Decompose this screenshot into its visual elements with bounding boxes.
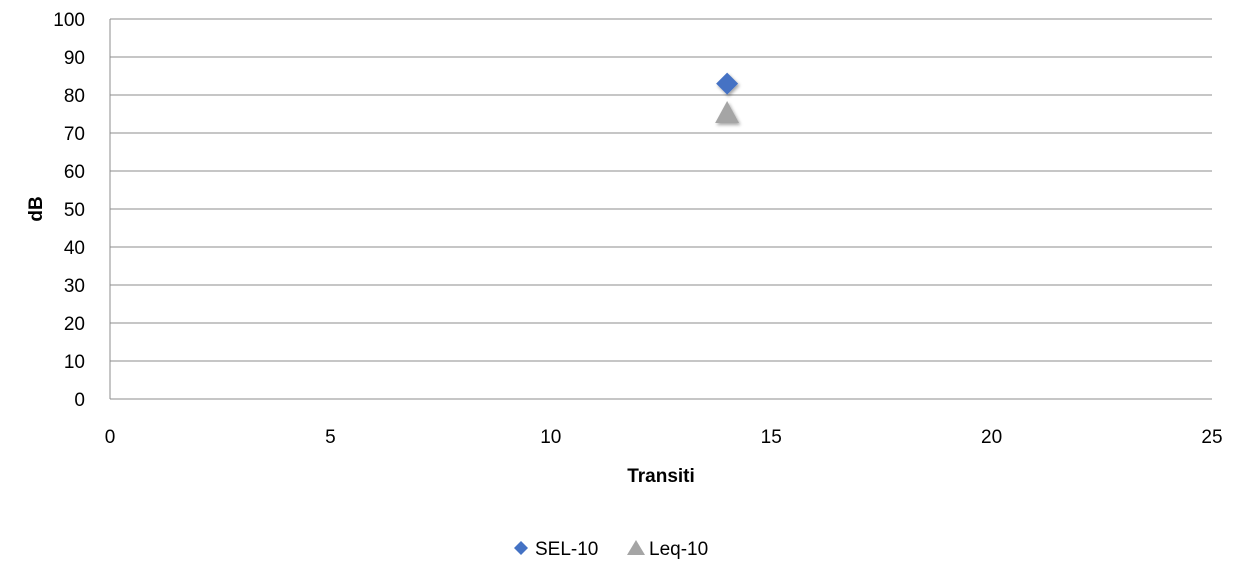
axes [109,19,1212,400]
y-tick-label: 60 [64,162,85,183]
y-tick-label: 100 [53,10,85,31]
y-tick-label: 10 [64,352,85,373]
y-tick-label: 70 [64,124,85,145]
y-tick-label: 30 [64,276,85,297]
y-axis-title: dB [26,196,47,221]
legend-marker-leq-10 [627,540,645,555]
x-tick-label: 15 [761,427,782,448]
legend-label-leq-10: Leq-10 [649,539,708,560]
data-point-leq-10 [715,101,740,123]
y-tick-labels: 0 10 20 30 40 50 60 70 80 90 100 [53,10,85,411]
x-tick-label: 10 [540,427,561,448]
data-points [715,72,740,123]
x-axis-title: Transiti [627,466,695,487]
x-tick-label: 0 [105,427,116,448]
x-tick-label: 25 [1201,427,1222,448]
legend-label-sel-10: SEL-10 [535,539,598,560]
y-tick-label: 40 [64,238,85,259]
x-tick-label: 20 [981,427,1002,448]
legend: SEL-10 Leq-10 [514,539,708,560]
x-tick-label: 5 [325,427,336,448]
y-tick-label: 20 [64,314,85,335]
y-tick-label: 90 [64,48,85,69]
y-tick-label: 50 [64,200,85,221]
legend-marker-sel-10 [514,541,528,555]
data-point-sel-10 [716,72,739,95]
y-tick-label: 0 [74,390,85,411]
gridlines [110,18,1212,362]
y-tick-label: 80 [64,86,85,107]
x-tick-labels: 0 5 10 15 20 25 [105,427,1223,448]
